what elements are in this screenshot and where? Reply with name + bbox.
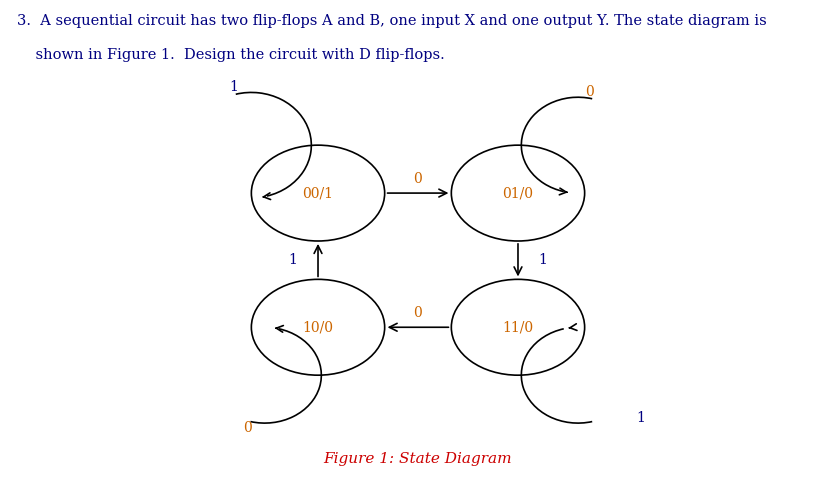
Text: 1: 1 xyxy=(288,253,298,267)
Text: 1: 1 xyxy=(229,80,237,94)
Text: 00/1: 00/1 xyxy=(303,186,334,200)
Text: shown in Figure 1.  Design the circuit with D flip-flops.: shown in Figure 1. Design the circuit wi… xyxy=(17,48,445,62)
Text: 0: 0 xyxy=(243,421,252,435)
Text: 11/0: 11/0 xyxy=(502,320,533,334)
Text: 01/0: 01/0 xyxy=(502,186,533,200)
Text: 3.  A sequential circuit has two flip-flops A and B, one input X and one output : 3. A sequential circuit has two flip-flo… xyxy=(17,14,767,28)
Text: 1: 1 xyxy=(636,411,645,425)
Text: 0: 0 xyxy=(414,306,422,320)
Text: 0: 0 xyxy=(414,172,422,186)
Text: 10/0: 10/0 xyxy=(303,320,334,334)
Text: 0: 0 xyxy=(585,85,594,99)
Text: Figure 1: State Diagram: Figure 1: State Diagram xyxy=(324,452,512,466)
Text: 1: 1 xyxy=(538,253,548,267)
